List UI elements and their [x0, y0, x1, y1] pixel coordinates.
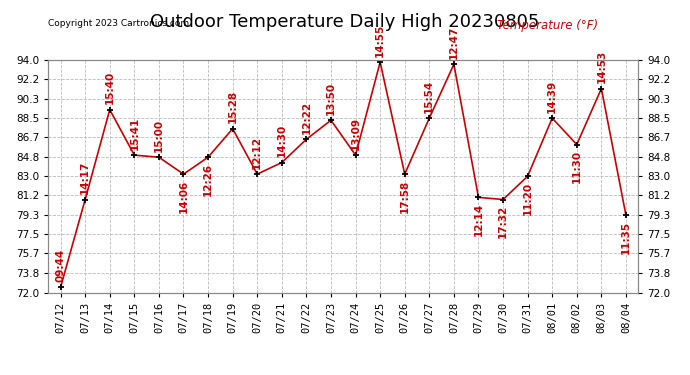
Text: 15:28: 15:28: [228, 90, 237, 123]
Text: 11:35: 11:35: [621, 221, 631, 254]
Text: Copyright 2023 Cartronics.com: Copyright 2023 Cartronics.com: [48, 19, 190, 28]
Text: 11:30: 11:30: [572, 150, 582, 183]
Text: 09:44: 09:44: [56, 248, 66, 282]
Text: 17:32: 17:32: [498, 205, 508, 238]
Text: 14:55: 14:55: [375, 23, 385, 57]
Text: Temperature (°F): Temperature (°F): [497, 19, 598, 32]
Text: 13:50: 13:50: [326, 81, 336, 115]
Text: 13:09: 13:09: [351, 117, 361, 150]
Text: 15:54: 15:54: [424, 80, 434, 112]
Text: 15:40: 15:40: [105, 71, 115, 104]
Text: Outdoor Temperature Daily High 20230805: Outdoor Temperature Daily High 20230805: [150, 13, 540, 31]
Text: 14:17: 14:17: [80, 160, 90, 194]
Text: 12:12: 12:12: [253, 135, 262, 169]
Text: 14:39: 14:39: [547, 80, 558, 112]
Text: 12:26: 12:26: [203, 163, 213, 196]
Text: 12:14: 12:14: [473, 203, 484, 236]
Text: 14:06: 14:06: [179, 180, 188, 213]
Text: 15:41: 15:41: [129, 116, 139, 150]
Text: 15:00: 15:00: [154, 118, 164, 152]
Text: 12:47: 12:47: [449, 25, 459, 58]
Text: 17:58: 17:58: [400, 180, 410, 213]
Text: 14:53: 14:53: [596, 50, 607, 83]
Text: 14:30: 14:30: [277, 124, 287, 157]
Text: 11:20: 11:20: [522, 182, 533, 215]
Text: 12:22: 12:22: [302, 100, 311, 134]
